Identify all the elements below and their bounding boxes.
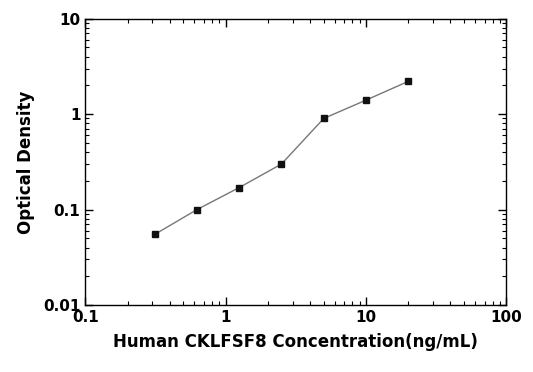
Y-axis label: Optical Density: Optical Density <box>17 90 35 234</box>
X-axis label: Human CKLFSF8 Concentration(ng/mL): Human CKLFSF8 Concentration(ng/mL) <box>114 333 478 351</box>
